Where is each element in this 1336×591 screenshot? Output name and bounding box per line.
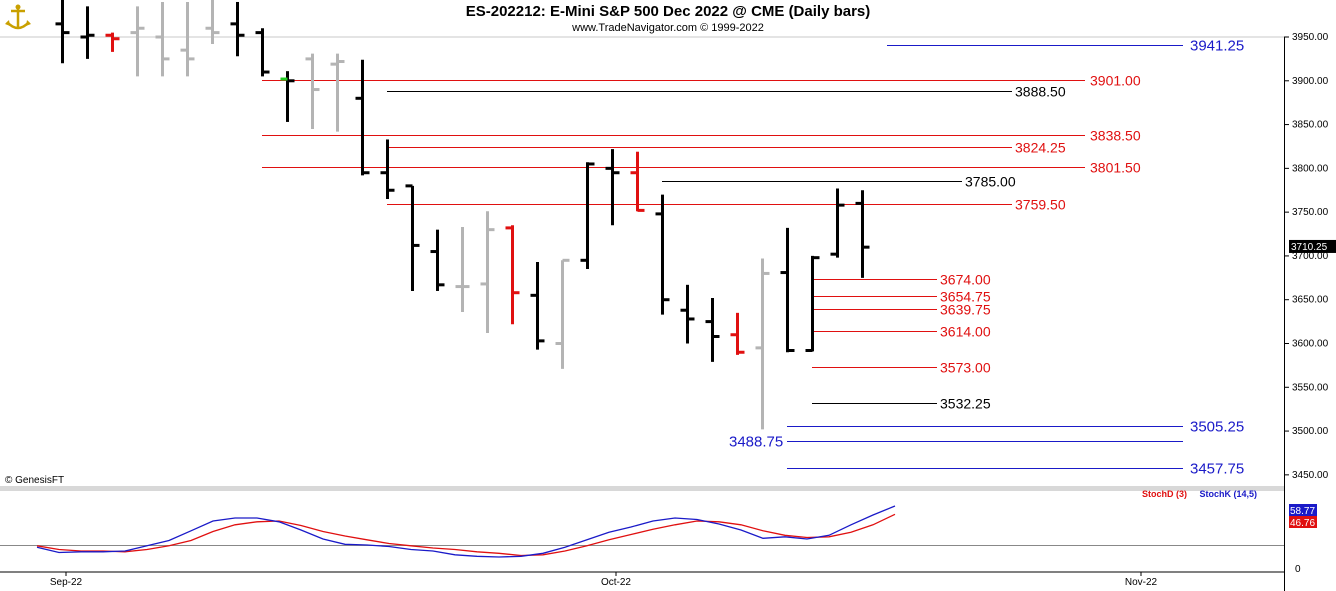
price-level-label: 3838.50 — [1090, 128, 1141, 144]
data-credit: © GenesisFT — [5, 475, 65, 486]
panel-separator — [0, 486, 1284, 491]
genesis-logo-icon — [3, 3, 33, 38]
x-tick-label: Sep-22 — [50, 577, 83, 588]
y-tick-label: 3950.00 — [1292, 32, 1329, 43]
last-price-label: 3710.25 — [1291, 242, 1328, 253]
x-tick-label: Nov-22 — [1125, 577, 1158, 588]
ohlc-bars — [55, 0, 870, 430]
stochd-legend: StochD (3) — [1141, 489, 1187, 499]
price-level-label: 3457.75 — [1190, 461, 1244, 478]
y-tick-label: 3750.00 — [1292, 207, 1329, 218]
y-tick-label: 3550.00 — [1292, 382, 1329, 393]
stoch-axis-zero: 0 — [1295, 564, 1301, 575]
header-band — [0, 0, 1336, 37]
y-tick-label: 3850.00 — [1292, 120, 1329, 131]
y-tick-label: 3700.00 — [1292, 251, 1329, 262]
y-tick-label: 3500.00 — [1292, 426, 1329, 437]
stochd-value: 46.76 — [1290, 518, 1315, 529]
price-level-label: 3488.75 — [729, 434, 783, 451]
price-levels: 3941.25 3901.00 3888.50 3838.50 3824.25 3801.… — [262, 38, 1244, 478]
price-level-label: 3785.00 — [965, 174, 1016, 190]
stochk-legend: StochK (14,5) — [1199, 489, 1257, 499]
price-level-label: 3759.50 — [1015, 197, 1066, 213]
stochk-value: 58.77 — [1290, 506, 1315, 517]
price-level-label: 3901.00 — [1090, 73, 1141, 89]
price-level-label: 3801.50 — [1090, 160, 1141, 176]
y-tick-label: 3450.00 — [1292, 470, 1329, 481]
y-tick-label: 3900.00 — [1292, 76, 1329, 87]
y-tick-label: 3800.00 — [1292, 163, 1329, 174]
x-tick-label: Oct-22 — [601, 577, 631, 588]
indicator-legend: StochD (3) StochK (14,5) — [1142, 489, 1257, 499]
price-level-label: 3614.00 — [940, 324, 991, 340]
price-level-label: 3573.00 — [940, 360, 991, 376]
price-level-label: 3654.75 — [940, 289, 991, 305]
y-tick-label: 3650.00 — [1292, 295, 1329, 306]
price-level-label: 3674.00 — [940, 272, 991, 288]
stochk-line — [36, 505, 896, 558]
price-level-label: 3888.50 — [1015, 84, 1066, 100]
chart-title: ES-202212: E-Mini S&P 500 Dec 2022 @ CME… — [465, 3, 871, 20]
chart-subtitle: www.TradeNavigator.com © 1999-2022 — [572, 22, 764, 34]
price-level-label: 3532.25 — [940, 396, 991, 412]
stochd-line — [36, 513, 896, 557]
stochd-value-box — [1289, 516, 1317, 528]
price-level-label: 3639.75 — [940, 302, 991, 318]
stochk-value-box — [1289, 504, 1317, 516]
price-level-label: 3941.25 — [1190, 38, 1244, 55]
price-axis: 3450.00 3500.00 3550.00 3600.00 3650.00 3700.… — [1284, 32, 1336, 481]
price-level-label: 3824.25 — [1015, 140, 1066, 156]
price-level-label: 3505.25 — [1190, 419, 1244, 436]
y-tick-label: 3600.00 — [1292, 338, 1329, 349]
last-price-box — [1289, 239, 1336, 253]
